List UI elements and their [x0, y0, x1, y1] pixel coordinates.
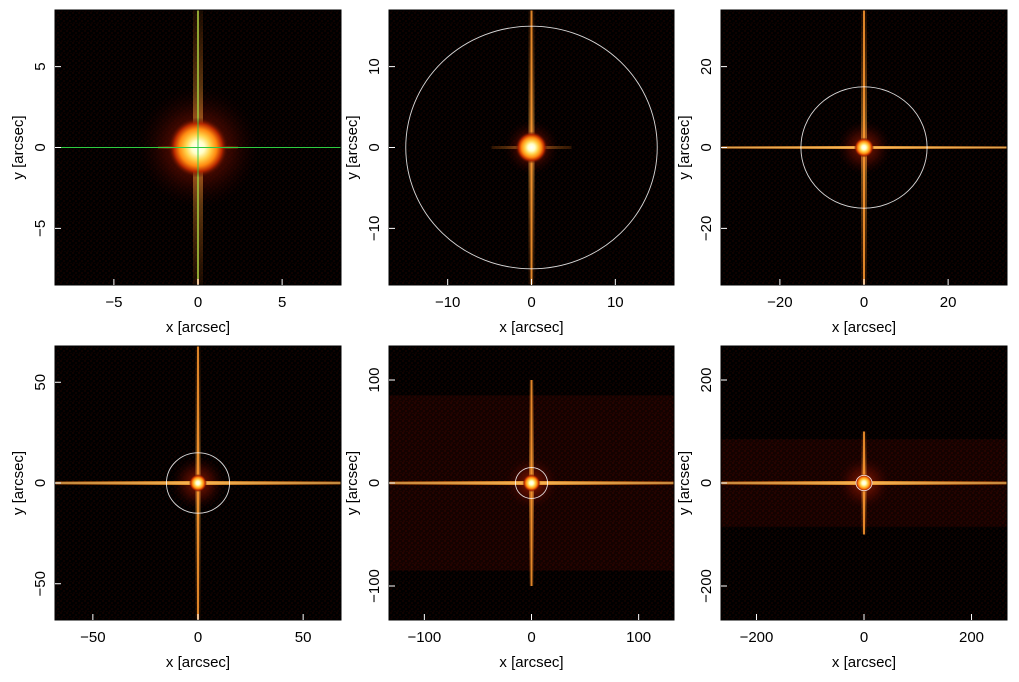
x-axis-label: x [arcsec]	[499, 654, 563, 671]
x-axis-label: x [arcsec]	[832, 654, 896, 671]
psf-core	[522, 474, 541, 492]
x-tick-label: 0	[194, 629, 202, 646]
psf-core	[515, 131, 548, 164]
x-tick-label: 0	[194, 294, 202, 311]
image-area	[721, 10, 1007, 285]
extraction-circle	[405, 25, 658, 270]
y-tick-label: −10	[366, 216, 383, 241]
psf-core	[189, 474, 207, 492]
extraction-circle	[800, 86, 928, 209]
y-tick-label: 0	[32, 479, 49, 487]
psf-panel-6: −200 0 200 −200 0 200 x [arcsec] y [arcsec]	[676, 345, 1008, 671]
psf-panel-1: −5 0 5 −5 0 5 x [arcsec] y [arcsec]	[10, 9, 342, 336]
y-tick-label: 0	[366, 479, 383, 487]
x-tick-label: 200	[959, 629, 984, 646]
y-tick-label: 5	[32, 62, 49, 70]
y-tick-label: 200	[698, 367, 715, 392]
image-area	[55, 10, 341, 285]
y-tick-label: 10	[366, 58, 383, 75]
y-axis-label: y [arcsec]	[676, 451, 693, 515]
y-tick-label: −100	[366, 569, 383, 603]
y-tick-label: −20	[698, 216, 715, 241]
psf-core	[855, 474, 873, 492]
x-tick-label: −10	[435, 294, 460, 311]
y-tick-label: 100	[366, 367, 383, 392]
psf-panel-4: −50 0 50 −50 0 50 x [arcsec] y [arcsec]	[10, 345, 342, 671]
x-axis-label: x [arcsec]	[499, 319, 563, 336]
y-tick-label: 0	[698, 479, 715, 487]
x-tick-label: 0	[527, 294, 535, 311]
x-axis-label: x [arcsec]	[166, 319, 230, 336]
psf-core	[854, 137, 874, 158]
x-tick-label: 10	[607, 294, 624, 311]
image-area	[389, 10, 674, 285]
psf-panel-5: −100 0 100 −100 0 100 x [arcsec] y [arcsec]	[344, 345, 675, 671]
x-tick-label: 0	[527, 629, 535, 646]
y-tick-label: 0	[32, 143, 49, 151]
y-tick-label: −50	[32, 571, 49, 596]
x-axis-label: x [arcsec]	[832, 319, 896, 336]
image-area	[55, 346, 341, 620]
x-tick-label: −5	[105, 294, 122, 311]
x-tick-label: −200	[740, 629, 774, 646]
x-tick-label: −50	[80, 629, 105, 646]
y-tick-label: 50	[32, 374, 49, 391]
x-tick-label: 0	[860, 294, 868, 311]
y-tick-label: 20	[698, 58, 715, 75]
y-tick-label: −5	[32, 220, 49, 237]
y-tick-label: 0	[366, 143, 383, 151]
y-axis-label: y [arcsec]	[344, 451, 361, 515]
x-tick-label: 100	[626, 629, 651, 646]
x-tick-label: 20	[940, 294, 957, 311]
extraction-circle	[855, 474, 873, 492]
x-tick-label: 5	[278, 294, 286, 311]
y-tick-label: −200	[698, 569, 715, 603]
y-axis-label: y [arcsec]	[10, 115, 27, 179]
extraction-circle	[514, 467, 549, 499]
psf-panel-2: −10 0 10 −10 0 10 x [arcsec] y [arcsec]	[344, 9, 675, 336]
y-axis-label: y [arcsec]	[10, 451, 27, 515]
x-tick-label: 0	[860, 629, 868, 646]
y-axis-label: y [arcsec]	[676, 115, 693, 179]
x-axis-label: x [arcsec]	[166, 654, 230, 671]
x-tick-label: −20	[767, 294, 792, 311]
image-area	[389, 346, 674, 620]
y-axis-label: y [arcsec]	[344, 115, 361, 179]
image-area	[721, 346, 1007, 620]
y-tick-label: 0	[698, 143, 715, 151]
x-tick-label: −100	[407, 629, 441, 646]
extraction-circle	[166, 452, 230, 514]
psf-panel-3: −20 0 20 −20 0 20 x [arcsec] y [arcsec]	[676, 9, 1008, 336]
x-tick-label: 50	[295, 629, 312, 646]
